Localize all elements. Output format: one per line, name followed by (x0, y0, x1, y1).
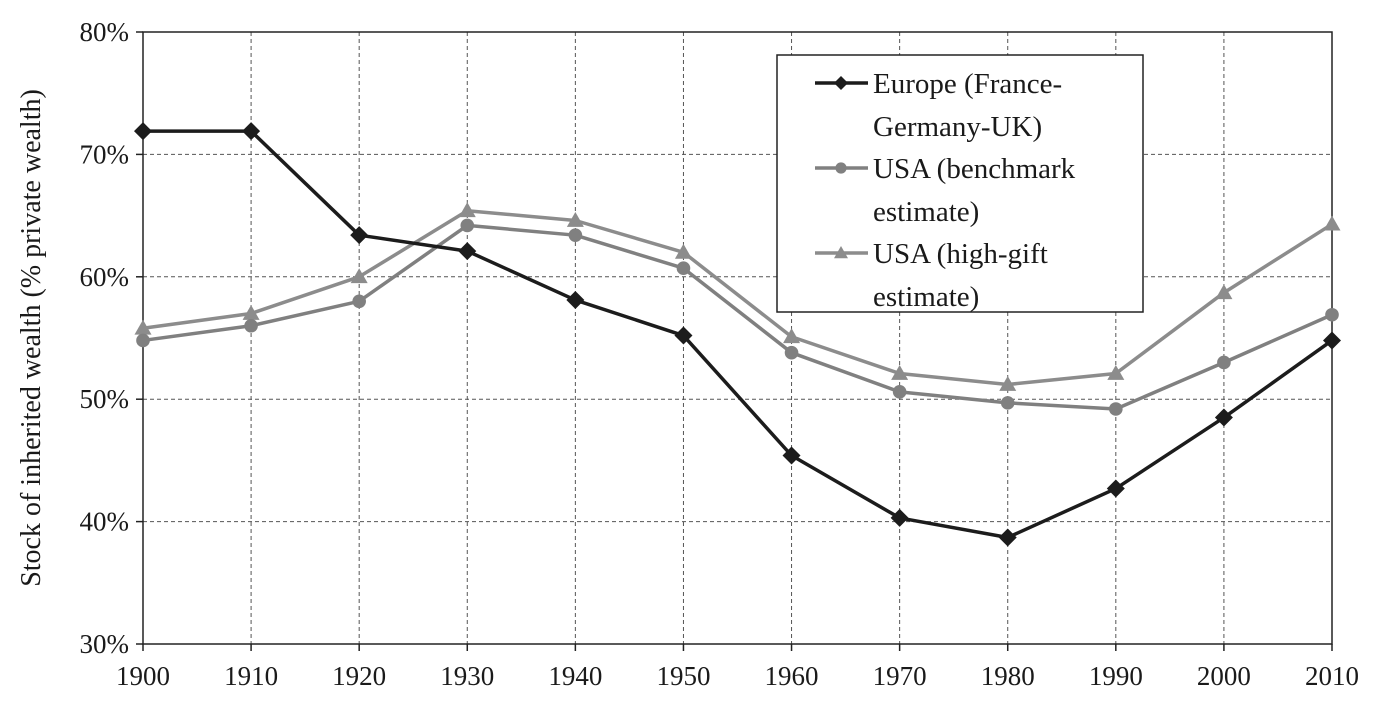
data-point (999, 376, 1017, 391)
y-tick-label: 70% (80, 139, 130, 169)
data-point (1107, 364, 1125, 380)
x-tick-label: 1990 (1089, 661, 1143, 691)
data-point (566, 211, 584, 227)
data-point (1325, 307, 1339, 322)
x-tick-label: 1980 (981, 661, 1035, 691)
legend-item: USA (high-gift estimate) (815, 238, 1048, 313)
y-tick-label: 80% (80, 17, 130, 47)
data-point (136, 333, 150, 348)
x-tick-label: 1930 (440, 661, 494, 691)
legend-marker (835, 162, 847, 174)
series-layer (134, 122, 1341, 547)
data-point (352, 294, 366, 309)
data-point (134, 122, 152, 141)
data-point (350, 268, 368, 284)
x-tick-label: 2010 (1305, 661, 1359, 691)
data-point (782, 446, 801, 465)
x-tick-label: 1900 (116, 661, 170, 691)
x-tick-label: 1910 (224, 661, 278, 691)
legend-item: USA (benchmark estimate) (815, 153, 1076, 228)
grid (143, 32, 1332, 644)
y-tick-label: 40% (80, 507, 130, 537)
legend-item: Europe (France- Germany-UK) (815, 68, 1062, 143)
x-tick-label: 1940 (548, 661, 602, 691)
series-triangle (134, 202, 1341, 391)
data-point (1323, 215, 1341, 231)
data-point (1109, 402, 1123, 416)
data-point (242, 305, 260, 320)
series-line (142, 208, 1333, 387)
series-line (143, 129, 1334, 540)
data-point (890, 508, 909, 527)
series-diamond (134, 122, 1341, 547)
data-point (244, 318, 258, 333)
data-point (566, 291, 585, 310)
legend-marker (834, 246, 848, 259)
x-axis-ticks: 1900 1910 1920 1930 1940 1950 1960 1970 1980 1990… (116, 644, 1359, 691)
y-tick-label: 30% (80, 629, 130, 659)
data-point (783, 328, 801, 344)
data-point (134, 319, 152, 335)
series-circle (136, 218, 1339, 416)
data-point (676, 261, 691, 276)
data-point (1214, 408, 1233, 427)
data-point (674, 243, 692, 259)
legend-marker (834, 76, 848, 90)
data-point (242, 122, 261, 141)
data-point (892, 385, 907, 399)
x-tick-label: 1960 (765, 661, 819, 691)
data-point (1323, 331, 1341, 350)
data-point (1106, 479, 1125, 498)
legend-label: USA (benchmark (873, 153, 1076, 185)
y-axis-ticks: 30% 40% 50% 60% 70% 80% (80, 17, 143, 659)
data-point (1215, 284, 1233, 300)
data-point (458, 242, 477, 261)
data-point (998, 528, 1017, 547)
data-point (350, 226, 369, 245)
plot-frame (142, 31, 1333, 645)
x-tick-label: 1920 (332, 661, 386, 691)
y-tick-label: 50% (80, 384, 130, 414)
legend: Europe (France- Germany-UK) USA (benchmark… (776, 54, 1144, 313)
legend-label: Europe (France- (873, 68, 1062, 100)
y-axis-title: Stock of inherited wealth (% private wea… (16, 89, 47, 587)
data-point (784, 345, 799, 360)
legend-label: USA (high-gift (873, 238, 1048, 270)
x-tick-label: 2000 (1197, 661, 1251, 691)
legend-box (776, 54, 1144, 313)
legend-label: estimate) (873, 196, 979, 228)
x-tick-label: 1970 (873, 661, 927, 691)
data-point (891, 364, 909, 380)
data-point (674, 326, 693, 345)
data-point (458, 202, 476, 218)
legend-label: estimate) (873, 281, 979, 313)
x-tick-label: 1950 (656, 661, 710, 691)
data-point (1000, 396, 1015, 410)
data-point (1217, 355, 1231, 370)
data-point (460, 218, 475, 233)
data-point (568, 228, 583, 242)
series-line (142, 223, 1333, 411)
y-tick-label: 60% (80, 262, 130, 292)
legend-label: Germany-UK) (873, 111, 1042, 143)
